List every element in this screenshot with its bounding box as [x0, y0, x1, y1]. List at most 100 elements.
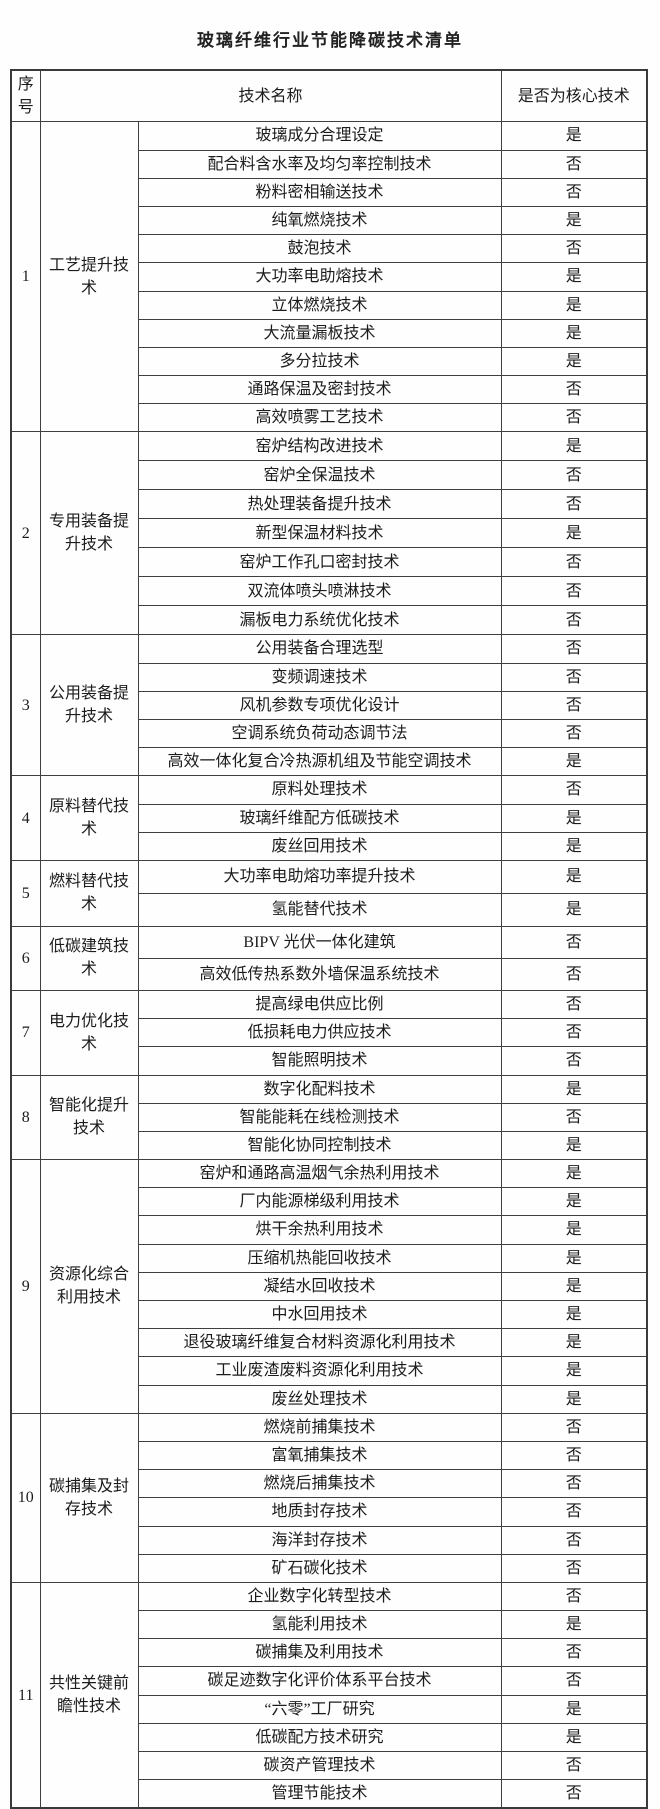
core-flag-cell: 否: [500, 1440, 648, 1471]
tech-name-cell: 智能照明技术: [137, 1046, 502, 1076]
core-flag-cell: 否: [500, 925, 648, 959]
core-flag-cell: 是: [500, 1159, 648, 1189]
core-flag-cell: 否: [500, 1638, 648, 1668]
tech-name-cell: 厂内能源梯级利用技术: [137, 1187, 502, 1217]
core-flag-cell: 否: [500, 1666, 648, 1696]
tech-name-cell: 氢能替代技术: [137, 892, 502, 927]
table-row: 热处理装备提升技术否: [11, 489, 648, 520]
header-core-tech: 是否为核心技术: [500, 69, 648, 123]
group-index-cell: 10: [10, 1412, 41, 1583]
tech-name-cell: 漏板电力系统优化技术: [137, 605, 502, 636]
core-flag-cell: 是: [500, 1299, 648, 1330]
tech-name-cell: 大功率电助熔技术: [137, 262, 502, 292]
tech-name-cell: 地质封存技术: [137, 1497, 502, 1527]
tech-name-cell: 低损耗电力供应技术: [137, 1018, 502, 1048]
core-flag-cell: 是: [500, 1610, 648, 1640]
table-row: 大功率电助熔技术是: [11, 262, 648, 292]
tech-name-cell: 富氧捕集技术: [137, 1440, 502, 1471]
core-flag-cell: 否: [500, 460, 648, 491]
core-flag-cell: 否: [500, 989, 648, 1020]
table-row: 1 工艺提升技术 玻璃成分合理设定是: [10, 121, 648, 433]
tech-name-cell: 废丝回用技术: [137, 831, 502, 861]
table-row: 中水回用技术是: [11, 1299, 648, 1330]
tech-name-cell: 热处理装备提升技术: [137, 489, 502, 520]
table-row: 地质封存技术否: [11, 1497, 648, 1527]
core-flag-cell: 是: [500, 1328, 648, 1358]
tech-name-cell: 燃烧前捕集技术: [137, 1412, 502, 1442]
tech-name-cell: 矿石碳化技术: [137, 1553, 502, 1583]
tech-name-cell: 配合料含水率及均匀率控制技术: [137, 149, 502, 179]
core-flag-cell: 否: [500, 957, 648, 991]
core-flag-cell: 否: [500, 149, 648, 179]
core-flag-cell: 否: [500, 1750, 648, 1781]
table-row: 6 低碳建筑技术 BIPV 光伏一体化建筑否: [10, 925, 648, 991]
table-row: 玻璃纤维配方低碳技术是: [11, 803, 648, 833]
page-title: 玻璃纤维行业节能降碳技术清单: [197, 31, 463, 50]
tech-name-cell: BIPV 光伏一体化建筑: [137, 925, 502, 959]
tech-name-cell: 窑炉结构改进技术: [137, 431, 502, 462]
technology-list-table: 序号 技术名称 是否为核心技术 1 工艺提升技术 玻璃成分合理设定是配合料含水率及均…: [10, 69, 649, 1809]
table-row: 凝结水回收技术是: [11, 1271, 648, 1302]
tech-name-cell: “六零”工厂研究: [137, 1694, 502, 1724]
core-flag-cell: 是: [500, 1694, 648, 1724]
tech-name-cell: 数字化配料技术: [137, 1074, 502, 1104]
core-flag-cell: 是: [500, 205, 648, 236]
table-row: 9 资源化综合利用技术 窑炉和通路高温烟气余热利用技术是: [10, 1159, 648, 1414]
core-flag-cell: 是: [500, 1271, 648, 1302]
core-flag-cell: 是: [500, 1384, 648, 1414]
table-row: 高效一体化复合冷热源机组及节能空调技术是: [11, 747, 648, 777]
core-flag-cell: 否: [500, 177, 648, 207]
tech-name-cell: 智能化协同控制技术: [137, 1130, 502, 1161]
group-category-cell: 专用装备提升技术: [39, 431, 139, 636]
table-row: 变频调速技术否: [11, 662, 648, 692]
core-flag-cell: 否: [500, 234, 648, 264]
group-index-cell: 7: [10, 989, 41, 1076]
core-flag-cell: 是: [500, 431, 648, 462]
tech-name-cell: 企业数字化转型技术: [137, 1581, 502, 1612]
core-flag-cell: 否: [500, 1102, 648, 1132]
group-index-cell: 4: [10, 775, 41, 861]
core-flag-cell: 是: [500, 121, 648, 151]
tech-name-cell: 碳资产管理技术: [137, 1750, 502, 1781]
core-flag-cell: 是: [500, 1722, 648, 1753]
tech-name-cell: 碳捕集及利用技术: [137, 1638, 502, 1668]
group-category-cell: 工艺提升技术: [39, 121, 139, 433]
group-category-cell: 共性关键前瞻性技术: [39, 1581, 139, 1809]
group-category-cell: 碳捕集及封存技术: [39, 1412, 139, 1583]
core-flag-cell: 是: [500, 859, 648, 894]
tech-name-cell: 凝结水回收技术: [137, 1271, 502, 1302]
table-row: 废丝处理技术是: [11, 1384, 648, 1414]
tech-name-cell: 高效一体化复合冷热源机组及节能空调技术: [137, 747, 502, 777]
core-flag-cell: 否: [500, 547, 648, 578]
table-row: 废丝回用技术是: [11, 831, 648, 861]
table-row: 碳足迹数字化评价体系平台技术否: [11, 1666, 648, 1696]
table-row: 7 电力优化技术 提高绿电供应比例否: [10, 989, 648, 1076]
group-category-cell: 智能化提升技术: [39, 1074, 139, 1161]
tech-name-cell: 风机参数专项优化设计: [137, 690, 502, 721]
group-index-cell: 2: [10, 431, 41, 636]
core-flag-cell: 是: [500, 1356, 648, 1386]
core-flag-cell: 否: [500, 1018, 648, 1048]
group-index-cell: 1: [10, 121, 41, 433]
group-category-cell: 原料替代技术: [39, 775, 139, 861]
table-row: 通路保温及密封技术否: [11, 375, 648, 405]
table-row: 11 共性关键前瞻性技术 企业数字化转型技术否: [10, 1581, 648, 1809]
table-row: 10 碳捕集及封存技术 燃烧前捕集技术否: [10, 1412, 648, 1583]
group-index-cell: 8: [10, 1074, 41, 1161]
table-row: 新型保温材料技术是: [11, 518, 648, 549]
tech-name-cell: 碳足迹数字化评价体系平台技术: [137, 1666, 502, 1696]
core-flag-cell: 否: [500, 1412, 648, 1442]
group-category-cell: 燃料替代技术: [39, 859, 139, 927]
core-flag-cell: 否: [500, 605, 648, 636]
core-flag-cell: 否: [500, 489, 648, 520]
table-row: 8 智能化提升技术 数字化配料技术是: [10, 1074, 648, 1161]
core-flag-cell: 否: [500, 576, 648, 607]
table-row: 立体燃烧技术是: [11, 290, 648, 320]
core-flag-cell: 是: [500, 1074, 648, 1104]
core-flag-cell: 否: [500, 1469, 648, 1499]
header-index: 序号: [10, 69, 41, 123]
core-flag-cell: 否: [500, 634, 648, 664]
table-row: 高效喷雾工艺技术否: [11, 403, 648, 433]
core-flag-cell: 否: [500, 1581, 648, 1612]
